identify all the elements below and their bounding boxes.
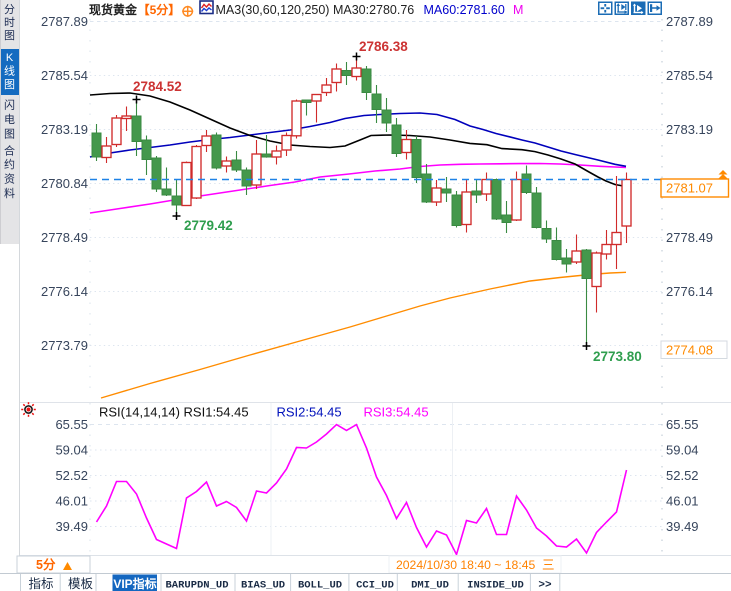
- svg-text:2785.54: 2785.54: [666, 68, 713, 83]
- svg-text:BARUPDN_UD: BARUPDN_UD: [165, 580, 228, 591]
- svg-text:RSI3:54.45: RSI3:54.45: [364, 405, 429, 420]
- svg-text:65.55: 65.55: [55, 417, 88, 432]
- svg-text:图: 图: [4, 29, 15, 42]
- svg-text:闪: 闪: [4, 98, 15, 112]
- svg-text:5分: 5分: [36, 557, 56, 572]
- svg-text:2785.54: 2785.54: [41, 68, 88, 83]
- svg-text:46.01: 46.01: [666, 494, 699, 509]
- svg-text:MA60:2781.60: MA60:2781.60: [424, 3, 505, 17]
- svg-text:2779.42: 2779.42: [184, 218, 233, 233]
- svg-text:2783.19: 2783.19: [41, 122, 88, 137]
- svg-text:模板: 模板: [68, 577, 94, 591]
- svg-text:52.52: 52.52: [666, 468, 699, 483]
- svg-text:BOLL_UD: BOLL_UD: [298, 580, 342, 591]
- svg-text:【5分】: 【5分】: [138, 2, 181, 17]
- svg-text:2776.14: 2776.14: [666, 284, 713, 299]
- svg-text:2773.80: 2773.80: [593, 349, 642, 364]
- svg-text:2787.89: 2787.89: [41, 14, 88, 29]
- svg-text:RSI(14,14,14) RSI1:54.45: RSI(14,14,14) RSI1:54.45: [99, 405, 249, 420]
- svg-text:2776.14: 2776.14: [41, 284, 88, 299]
- svg-text:2778.49: 2778.49: [666, 230, 713, 245]
- svg-text:M: M: [513, 3, 523, 17]
- svg-text:2778.49: 2778.49: [41, 230, 88, 245]
- svg-text:CCI_UD: CCI_UD: [356, 580, 394, 591]
- svg-text:合: 合: [4, 144, 15, 158]
- svg-text:指标: 指标: [28, 576, 53, 591]
- svg-text:2781.07: 2781.07: [666, 180, 713, 195]
- svg-text:电: 电: [4, 113, 15, 126]
- svg-text:65.55: 65.55: [666, 417, 699, 432]
- svg-text:约: 约: [4, 158, 15, 171]
- svg-text:2787.89: 2787.89: [666, 14, 713, 29]
- svg-text:料: 料: [4, 186, 15, 200]
- svg-text:>>: >>: [538, 580, 552, 591]
- svg-text:图: 图: [4, 78, 15, 91]
- svg-text:2783.19: 2783.19: [666, 122, 713, 137]
- svg-text:2786.38: 2786.38: [359, 39, 408, 54]
- svg-text:三: 三: [542, 558, 555, 572]
- svg-text:2773.79: 2773.79: [41, 338, 88, 353]
- svg-text:RSI2:54.45: RSI2:54.45: [277, 405, 342, 420]
- svg-text:2024/10/30 18:40 ~ 18:45: 2024/10/30 18:40 ~ 18:45: [396, 558, 535, 572]
- svg-text:39.49: 39.49: [666, 519, 699, 534]
- svg-text:时: 时: [4, 16, 15, 29]
- svg-text:59.04: 59.04: [666, 443, 699, 458]
- svg-text:MA3(30,60,120,250) MA30:2780.7: MA3(30,60,120,250) MA30:2780.76: [216, 3, 415, 17]
- svg-text:2774.08: 2774.08: [666, 342, 713, 357]
- svg-text:分: 分: [4, 3, 15, 16]
- svg-text:39.49: 39.49: [55, 519, 88, 534]
- svg-text:59.04: 59.04: [55, 443, 88, 458]
- svg-text:46.01: 46.01: [55, 494, 88, 509]
- svg-text:现货黄金: 现货黄金: [89, 2, 138, 17]
- svg-text:DMI_UD: DMI_UD: [411, 580, 449, 591]
- svg-text:图: 图: [4, 128, 15, 141]
- svg-text:资: 资: [4, 173, 15, 186]
- svg-text:INSIDE_UD: INSIDE_UD: [467, 580, 524, 591]
- svg-text:线: 线: [4, 64, 15, 78]
- svg-text:2780.84: 2780.84: [41, 176, 88, 191]
- svg-text:52.52: 52.52: [55, 468, 88, 483]
- svg-text:VIP指标: VIP指标: [113, 576, 156, 591]
- svg-text:BIAS_UD: BIAS_UD: [241, 580, 285, 591]
- svg-text:2784.52: 2784.52: [133, 79, 182, 94]
- svg-text:K: K: [6, 52, 14, 64]
